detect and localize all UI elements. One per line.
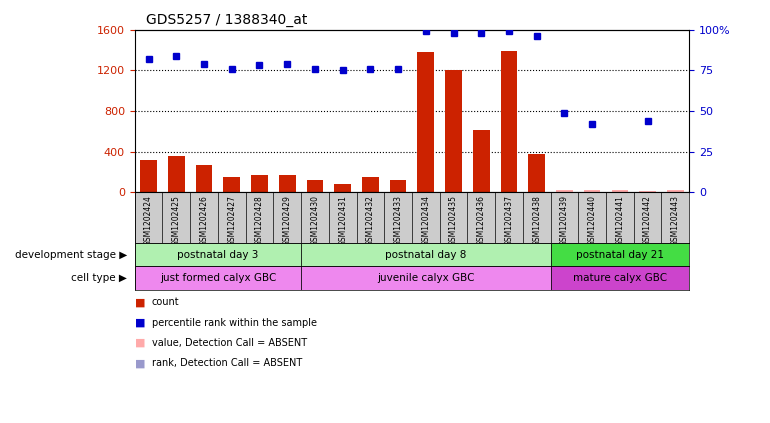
Bar — [528, 154, 545, 192]
Text: GSM1202433: GSM1202433 — [393, 195, 403, 246]
Text: percentile rank within the sample: percentile rank within the sample — [152, 318, 316, 328]
Bar — [551, 266, 689, 290]
Bar — [584, 190, 601, 192]
Bar — [168, 157, 185, 192]
Bar — [667, 190, 684, 192]
Text: postnatal day 21: postnatal day 21 — [576, 250, 664, 260]
Text: GSM1202438: GSM1202438 — [532, 195, 541, 246]
Text: GSM1202443: GSM1202443 — [671, 195, 680, 246]
Text: GSM1202428: GSM1202428 — [255, 195, 264, 246]
Text: GSM1202437: GSM1202437 — [504, 195, 514, 246]
Bar — [611, 190, 628, 192]
Text: GDS5257 / 1388340_at: GDS5257 / 1388340_at — [146, 13, 307, 27]
Text: ■: ■ — [135, 297, 146, 308]
Bar — [417, 52, 434, 192]
Bar — [140, 160, 157, 192]
Text: GSM1202436: GSM1202436 — [477, 195, 486, 246]
Bar — [223, 177, 240, 192]
Text: GSM1202439: GSM1202439 — [560, 195, 569, 246]
Bar — [362, 177, 379, 192]
Text: GSM1202434: GSM1202434 — [421, 195, 430, 246]
Bar — [473, 130, 490, 192]
Text: GSM1202435: GSM1202435 — [449, 195, 458, 246]
Text: ■: ■ — [135, 358, 146, 368]
Bar — [251, 175, 268, 192]
Text: GSM1202442: GSM1202442 — [643, 195, 652, 246]
Text: postnatal day 8: postnatal day 8 — [385, 250, 467, 260]
Text: GSM1202430: GSM1202430 — [310, 195, 320, 246]
Bar — [301, 243, 551, 266]
Bar — [390, 180, 407, 192]
Bar — [334, 184, 351, 192]
Bar — [196, 165, 213, 192]
Text: cell type ▶: cell type ▶ — [71, 273, 127, 283]
Text: ■: ■ — [135, 338, 146, 348]
Text: count: count — [152, 297, 179, 308]
Bar — [301, 266, 551, 290]
Text: development stage ▶: development stage ▶ — [15, 250, 127, 260]
Bar — [279, 175, 296, 192]
Text: GSM1202424: GSM1202424 — [144, 195, 153, 246]
Text: GSM1202426: GSM1202426 — [199, 195, 209, 246]
Text: juvenile calyx GBC: juvenile calyx GBC — [377, 273, 474, 283]
Text: GSM1202429: GSM1202429 — [283, 195, 292, 246]
Bar — [551, 243, 689, 266]
Text: GSM1202432: GSM1202432 — [366, 195, 375, 246]
Text: mature calyx GBC: mature calyx GBC — [573, 273, 667, 283]
Bar — [639, 191, 656, 192]
Bar — [500, 51, 517, 192]
Bar — [445, 70, 462, 192]
Text: postnatal day 3: postnatal day 3 — [177, 250, 259, 260]
Text: GSM1202431: GSM1202431 — [338, 195, 347, 246]
Text: GSM1202427: GSM1202427 — [227, 195, 236, 246]
Text: GSM1202440: GSM1202440 — [588, 195, 597, 246]
Bar — [556, 190, 573, 192]
Text: GSM1202425: GSM1202425 — [172, 195, 181, 246]
Text: just formed calyx GBC: just formed calyx GBC — [159, 273, 276, 283]
Text: ■: ■ — [135, 318, 146, 328]
Bar — [135, 266, 301, 290]
Bar — [306, 180, 323, 192]
Text: rank, Detection Call = ABSENT: rank, Detection Call = ABSENT — [152, 358, 302, 368]
Text: value, Detection Call = ABSENT: value, Detection Call = ABSENT — [152, 338, 306, 348]
Bar — [135, 243, 301, 266]
Text: GSM1202441: GSM1202441 — [615, 195, 624, 246]
